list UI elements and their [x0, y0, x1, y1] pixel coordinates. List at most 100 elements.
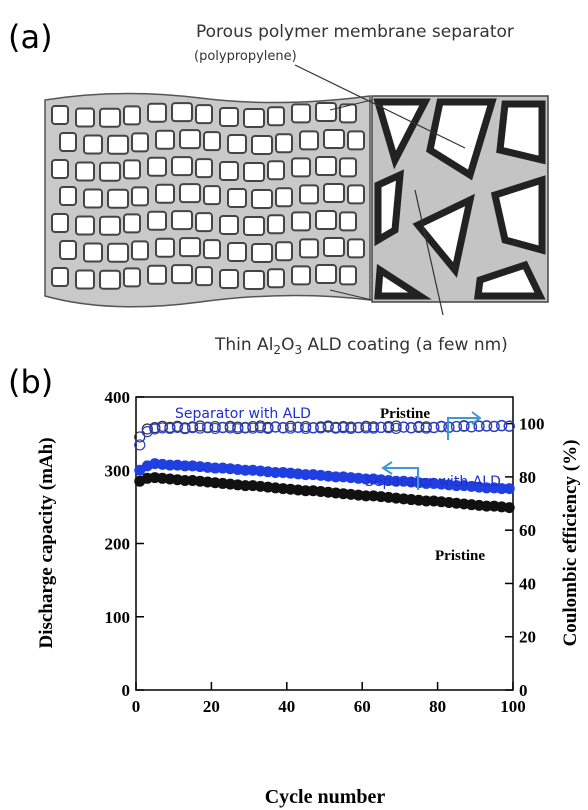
point — [405, 422, 417, 434]
pore — [299, 184, 319, 205]
pore — [227, 133, 247, 154]
pore — [195, 104, 213, 125]
x-axis-label: Cycle number — [265, 786, 386, 808]
y-tick-label: 200 — [105, 535, 131, 554]
pore — [179, 129, 201, 150]
point — [367, 422, 380, 434]
pore — [243, 269, 265, 290]
y2-tick-label: 60 — [519, 521, 536, 540]
point — [232, 423, 244, 435]
point — [269, 421, 282, 433]
pore — [131, 186, 149, 207]
point — [300, 422, 312, 435]
point — [262, 422, 274, 435]
pore — [131, 240, 149, 261]
point — [164, 459, 176, 471]
pore — [107, 188, 129, 209]
pore — [51, 267, 69, 287]
point — [171, 421, 184, 433]
pore — [203, 131, 221, 152]
pore — [243, 161, 265, 182]
pore — [83, 242, 103, 263]
pore — [195, 212, 213, 233]
pore — [291, 265, 311, 286]
pore — [291, 103, 311, 124]
point — [247, 422, 259, 434]
point — [277, 422, 289, 434]
point — [224, 422, 236, 434]
pore — [123, 213, 141, 234]
pore — [251, 188, 273, 209]
pore — [171, 102, 193, 123]
pore — [299, 130, 319, 151]
pore — [339, 211, 357, 232]
pore — [219, 106, 239, 127]
pore — [227, 187, 247, 208]
pore — [99, 161, 121, 182]
annotation: Porous polymer membrane separator — [196, 22, 514, 42]
pore — [99, 107, 121, 128]
pore — [323, 129, 345, 150]
x-tick-label: 40 — [278, 697, 295, 716]
pore — [123, 105, 141, 126]
pore — [147, 264, 167, 285]
point — [458, 420, 470, 432]
point — [300, 469, 312, 481]
arrows — [381, 411, 482, 490]
pore — [339, 103, 357, 124]
y-tick-label: 400 — [105, 388, 131, 407]
y2-tick-label: 0 — [519, 681, 528, 700]
point — [450, 420, 463, 433]
pore — [171, 264, 193, 285]
point — [254, 422, 267, 434]
y2-tick-label: 40 — [519, 574, 536, 593]
pore — [291, 211, 311, 232]
point — [420, 495, 432, 507]
point — [179, 475, 191, 487]
point — [390, 422, 402, 435]
pore — [299, 238, 319, 259]
annotation: Separator with ALD — [365, 474, 501, 490]
point — [390, 475, 402, 487]
pore — [83, 134, 103, 155]
point — [345, 422, 357, 435]
point — [217, 422, 229, 434]
pore — [147, 210, 167, 231]
x-tick-label: 0 — [132, 697, 141, 716]
pore — [315, 210, 337, 231]
pore — [155, 237, 175, 258]
pore — [347, 130, 365, 151]
x-tick-label: 80 — [429, 697, 446, 716]
point — [360, 422, 372, 434]
point — [375, 421, 387, 433]
pore — [179, 237, 201, 258]
pore — [107, 134, 129, 155]
point — [503, 420, 515, 432]
pore — [339, 265, 357, 286]
text-part: 2 — [273, 343, 281, 357]
y2-tick-label: 100 — [519, 415, 545, 434]
point — [473, 420, 485, 432]
point — [481, 482, 493, 494]
point — [134, 439, 146, 451]
pore — [51, 213, 69, 233]
pore — [195, 266, 213, 287]
pore — [251, 134, 273, 155]
point — [322, 421, 334, 433]
pore — [347, 184, 365, 205]
point — [413, 421, 425, 433]
point — [428, 422, 440, 434]
point — [352, 421, 365, 433]
point — [488, 420, 500, 432]
pore — [267, 268, 285, 289]
pore — [227, 241, 247, 262]
pore — [347, 238, 365, 259]
point — [330, 422, 342, 434]
point — [239, 421, 251, 433]
pore — [123, 267, 141, 288]
pore — [179, 183, 201, 204]
point — [194, 422, 206, 434]
pore — [219, 214, 239, 235]
pore — [203, 185, 221, 206]
pore — [59, 132, 77, 152]
